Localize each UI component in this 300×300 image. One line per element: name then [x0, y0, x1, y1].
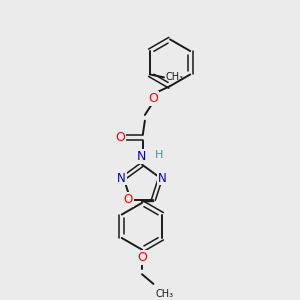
Text: CH₃: CH₃ — [165, 72, 184, 82]
Text: CH₃: CH₃ — [156, 289, 174, 299]
Text: N: N — [137, 150, 146, 164]
Text: H: H — [155, 151, 163, 160]
Text: O: O — [124, 193, 133, 206]
Text: N: N — [117, 172, 126, 184]
Text: O: O — [115, 131, 125, 144]
Text: O: O — [137, 251, 147, 264]
Text: O: O — [148, 92, 158, 105]
Text: N: N — [158, 172, 167, 184]
